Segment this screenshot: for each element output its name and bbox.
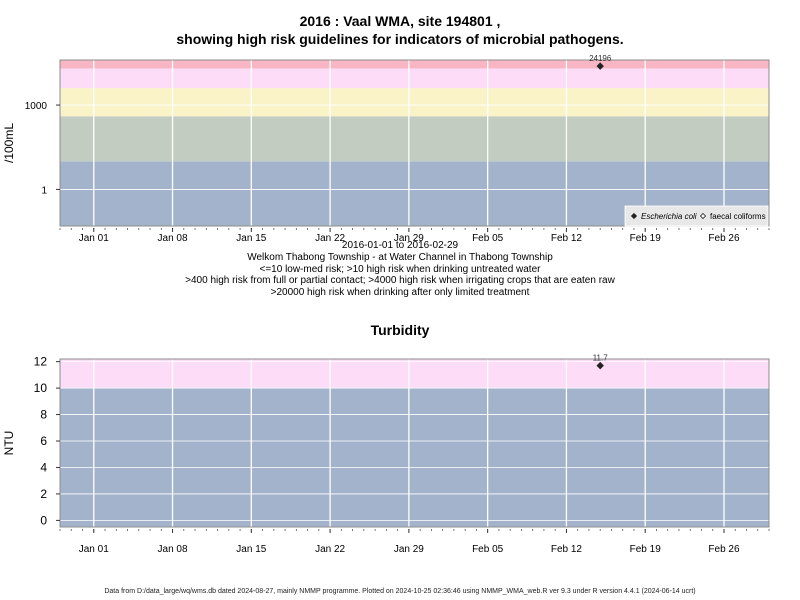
- turbidity-data-label-0-0: 11.7: [593, 354, 609, 363]
- caption-line-drinking: <=10 low-med risk; >10 high risk when dr…: [259, 263, 541, 275]
- chart-title-line-1: 2016 : Vaal WMA, site 194801 ,: [299, 13, 501, 29]
- ecoli-x-tick-label-2: Jan 15: [236, 233, 266, 244]
- data-source-footer: Data from D:/data_large/wq/wms.db dated …: [104, 588, 696, 595]
- chart-title-line-2: showing high risk guidelines for indicat…: [176, 31, 624, 47]
- turbidity-y-tick-label-1: 2: [40, 487, 47, 501]
- ecoli-risk-band-1: [60, 116, 769, 162]
- ecoli-y-tick-label-0: 1: [41, 185, 47, 196]
- turbidity-y-tick-label-2: 4: [40, 460, 47, 474]
- ecoli-risk-band-3: [60, 68, 769, 89]
- ecoli-risk-band-2: [60, 88, 769, 117]
- ecoli-x-tick-label-5: Feb 05: [472, 233, 504, 244]
- turbidity-risk-band-0: [60, 388, 769, 527]
- ecoli-data-label-0-0: 24196: [589, 54, 612, 63]
- date-range-label: 2016-01-01 to 2016-02-29: [341, 240, 459, 251]
- caption-line-contact: >400 high risk from full or partial cont…: [185, 275, 615, 286]
- ecoli-x-tick-label-7: Feb 19: [630, 233, 662, 244]
- ecoli-y-axis-title: /100mL: [2, 123, 16, 163]
- turbidity-x-tick-label-1: Jan 08: [158, 544, 188, 555]
- turbidity-x-tick-label-7: Feb 19: [630, 544, 662, 555]
- ecoli-y-tick-label-1: 1000: [25, 101, 48, 112]
- turbidity-y-tick-label-3: 6: [40, 434, 47, 448]
- turbidity-y-tick-label-5: 10: [34, 381, 48, 395]
- ecoli-x-tick-label-4: Jan 29: [394, 233, 424, 244]
- site-caption: Welkom Thabong Township - at Water Chann…: [0, 252, 800, 298]
- ecoli-x-tick-label-1: Jan 08: [158, 233, 188, 244]
- ecoli-x-tick-label-0: Jan 01: [79, 233, 109, 244]
- turbidity-x-tick-label-4: Jan 29: [394, 544, 424, 555]
- turbidity-title: Turbidity: [370, 322, 430, 338]
- turbidity-x-tick-label-0: Jan 01: [79, 544, 109, 555]
- ecoli-legend-label-0: Escherichia coli: [641, 212, 697, 221]
- caption-line-site: Welkom Thabong Township - at Water Chann…: [247, 252, 553, 263]
- turbidity-x-tick-label-6: Feb 12: [551, 544, 583, 555]
- ecoli-plot-frame: [59, 59, 770, 227]
- turbidity-y-tick-label-0: 0: [40, 513, 47, 527]
- ecoli-x-tick-label-6: Feb 12: [551, 233, 583, 244]
- turbidity-risk-band-1: [60, 359, 769, 389]
- caption-line-treatment: >20000 high risk when drinking after onl…: [270, 286, 530, 298]
- ecoli-risk-band-4: [60, 60, 769, 69]
- ecoli-x-tick-label-3: Jan 22: [315, 233, 345, 244]
- ecoli-legend-marker-1: [699, 212, 707, 220]
- turbidity-x-tick-label-2: Jan 15: [236, 544, 266, 555]
- ecoli-legend-box: [624, 205, 769, 227]
- ecoli-x-tick-label-8: Feb 26: [708, 233, 740, 244]
- turbidity-y-tick-label-6: 12: [34, 355, 48, 369]
- ecoli-data-point-0-0: [596, 62, 604, 70]
- turbidity-x-tick-label-5: Feb 05: [472, 544, 504, 555]
- turbidity-plot-frame: [59, 358, 770, 528]
- turbidity-x-tick-label-3: Jan 22: [315, 544, 345, 555]
- turbidity-y-axis-title: NTU: [2, 431, 16, 456]
- ecoli-legend-marker-0: [630, 212, 638, 220]
- ecoli-legend-label-1: faecal coliforms: [710, 212, 766, 221]
- turbidity-data-point-0-0: [596, 361, 604, 370]
- turbidity-y-tick-label-4: 8: [40, 408, 47, 422]
- turbidity-x-tick-label-8: Feb 26: [708, 544, 740, 555]
